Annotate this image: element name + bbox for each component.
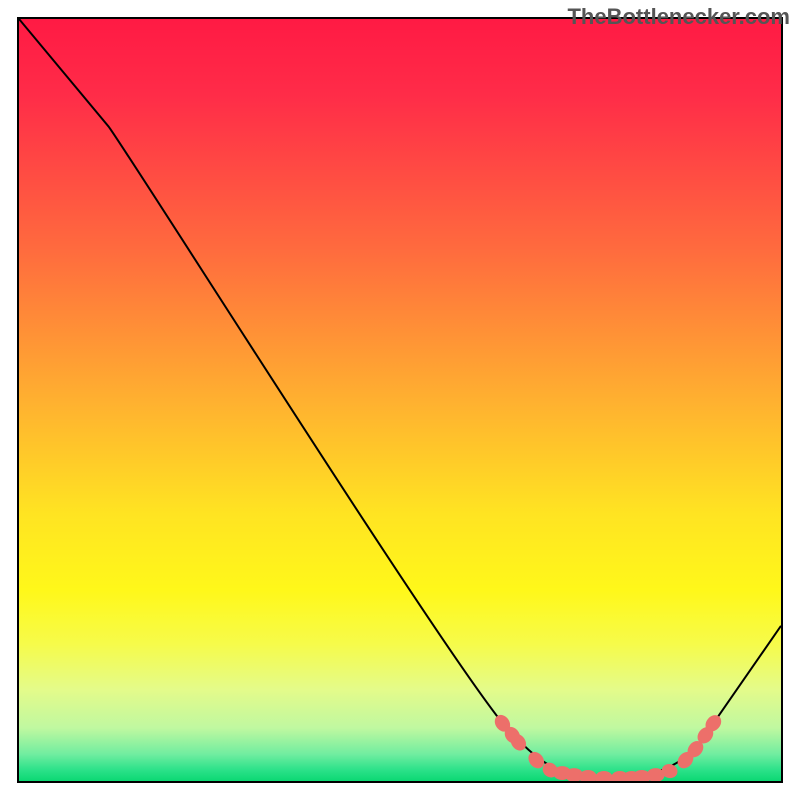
curve-marker (595, 771, 613, 781)
watermark-text: TheBottlenecker.com (567, 4, 790, 30)
bottleneck-curve (19, 19, 781, 778)
curve-layer (19, 19, 781, 781)
chart-container: TheBottlenecker.com (0, 0, 800, 800)
plot-area (17, 17, 783, 783)
